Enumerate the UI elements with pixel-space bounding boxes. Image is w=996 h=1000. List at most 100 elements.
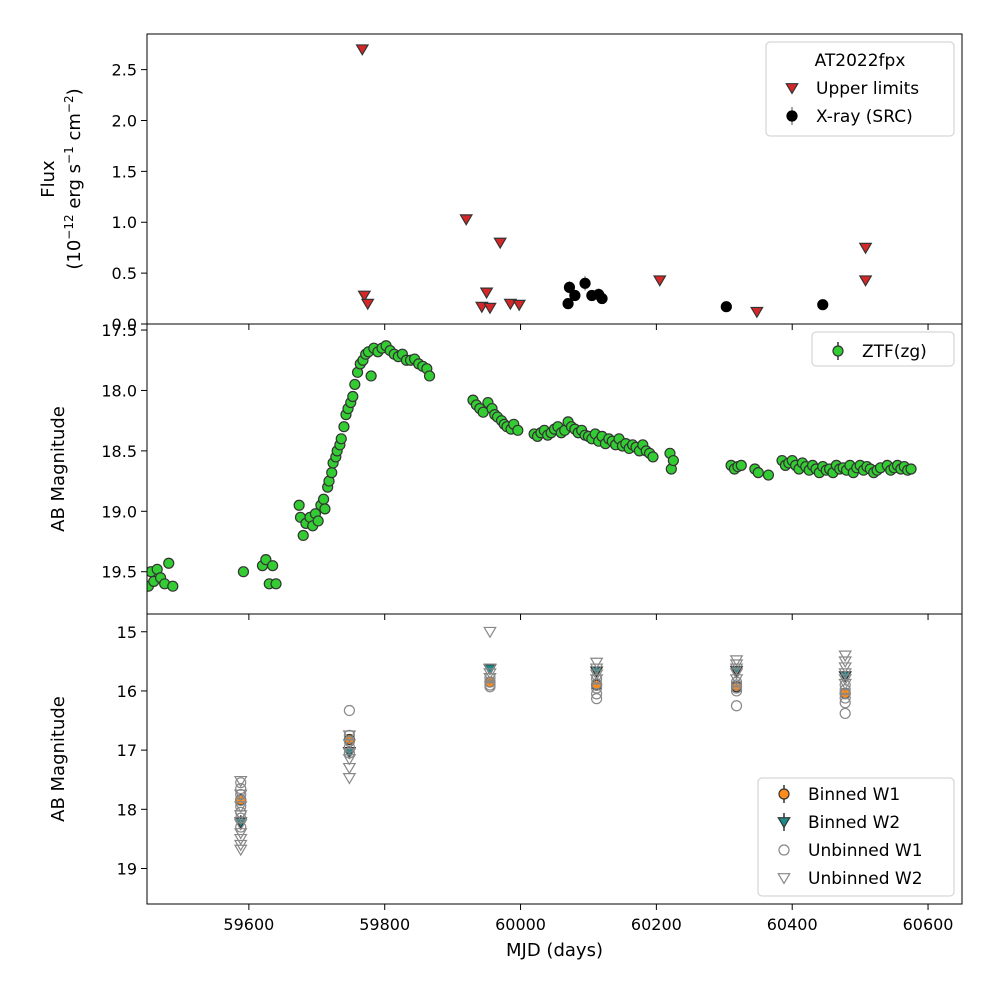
data-point	[729, 655, 744, 667]
data-point	[349, 378, 361, 391]
data-point	[839, 692, 851, 704]
data-point	[483, 302, 497, 315]
data-point	[563, 281, 576, 293]
y-tick-label: 1.0	[112, 213, 137, 232]
data-point	[838, 650, 852, 663]
data-point	[589, 663, 604, 676]
legend-box	[765, 41, 955, 137]
data-point	[479, 287, 494, 300]
data-point	[484, 676, 496, 688]
data-point	[267, 560, 279, 572]
data-point	[233, 810, 248, 822]
data-point	[838, 668, 852, 680]
data-point	[235, 777, 247, 789]
panel-1: 0.0 0.5 1.0 1.5 2.0 2.5 Flux(10−12 erg s−1 cm−…	[38, 33, 963, 334]
panel-3: 15 16 17 18 19 59600 59800 60000 60200 60400 60600…	[48, 613, 963, 961]
data-point	[233, 828, 248, 840]
y-tick-label: 18.5	[101, 442, 137, 461]
data-point	[667, 454, 679, 467]
legend-marker	[777, 873, 791, 885]
x-tick-label: 60000	[495, 915, 546, 934]
data-point	[730, 685, 743, 697]
data-point	[484, 681, 496, 693]
data-point	[839, 707, 851, 720]
data-point	[838, 662, 852, 674]
data-point	[237, 566, 250, 578]
y-tick-label: 15	[117, 623, 137, 642]
plot-area	[147, 340, 917, 592]
data-point	[338, 421, 350, 433]
data-point	[503, 298, 518, 311]
legend-marker	[832, 345, 844, 357]
data-point	[293, 499, 305, 511]
data-point	[319, 503, 331, 515]
y-tick-label: 2.0	[112, 111, 137, 130]
legend-label: Upper limits	[816, 79, 919, 99]
series-ztf-zg-	[147, 340, 917, 592]
panel-2: 17.5 18.0 18.5 19.0 19.5 AB Magnitude ZTF(zg)	[48, 321, 963, 620]
data-point	[233, 844, 248, 857]
legend-box	[757, 777, 955, 897]
data-point	[591, 682, 603, 694]
data-point	[167, 580, 179, 592]
y-tick-label: 19.5	[101, 563, 137, 582]
x-tick-label: 59600	[223, 915, 274, 934]
data-point	[342, 748, 357, 760]
data-point	[326, 467, 338, 479]
data-point	[312, 515, 324, 527]
series-unbinned-w2	[233, 626, 852, 857]
data-point	[365, 370, 377, 382]
data-point	[483, 626, 497, 639]
data-point	[233, 801, 248, 813]
legend-marker	[786, 110, 798, 122]
x-axis-label: MJD (days)	[506, 940, 603, 961]
data-point	[297, 529, 309, 542]
axes-frame	[146, 613, 963, 905]
legend-marker	[777, 817, 791, 829]
y-tick-label: 19	[117, 859, 137, 878]
plot-area	[355, 44, 873, 319]
legend-label: Unbinned W1	[808, 841, 923, 861]
y-tick-label: 17.5	[101, 321, 137, 340]
data-point	[562, 298, 574, 310]
data-point	[579, 277, 591, 289]
legend-label: Binned W2	[808, 813, 900, 833]
data-point	[343, 704, 355, 717]
y-axis-label-units: (10−12 erg s−1 cm−2)	[62, 88, 85, 269]
legend-title: AT2022fpx	[815, 51, 906, 71]
data-point	[342, 754, 357, 766]
data-point	[905, 463, 917, 475]
legend: AT2022fpx Upper limits X-ray (SRC)	[765, 41, 955, 137]
data-point	[512, 299, 526, 312]
x-tick-label: 60600	[903, 915, 954, 934]
data-point	[357, 290, 372, 303]
data-point	[730, 679, 743, 691]
data-point	[483, 673, 497, 685]
data-point	[752, 467, 764, 479]
y-axis-label: AB Magnitude	[48, 406, 69, 532]
x-tick-label: 60200	[631, 915, 682, 934]
data-point	[355, 44, 370, 56]
data-point	[335, 433, 347, 445]
data-point	[817, 299, 829, 311]
data-point	[512, 424, 524, 436]
data-point	[652, 275, 667, 287]
legend: Binned W1 Binned W2 Unbinned W1 Unbinned W2	[757, 777, 955, 897]
data-point	[347, 390, 359, 403]
data-point	[493, 237, 507, 250]
legend-marker	[778, 788, 790, 800]
data-point	[342, 739, 357, 751]
data-point	[342, 773, 357, 785]
data-point	[343, 741, 355, 753]
y-tick-label: 18.0	[101, 381, 137, 400]
data-point	[569, 289, 581, 302]
legend-label: Unbinned W2	[808, 869, 923, 889]
data-point	[342, 730, 357, 742]
data-point	[838, 678, 852, 691]
data-point	[163, 557, 175, 569]
data-point	[858, 275, 873, 287]
data-point	[735, 459, 747, 471]
data-point	[729, 674, 744, 686]
